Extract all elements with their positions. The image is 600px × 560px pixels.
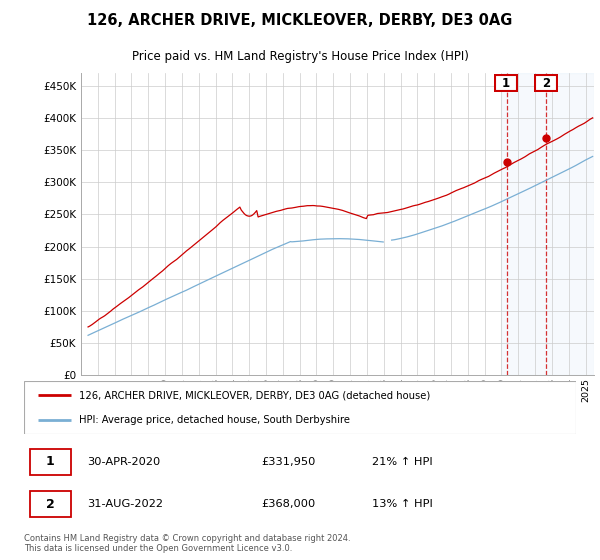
Text: £331,950: £331,950 <box>262 457 316 466</box>
FancyBboxPatch shape <box>496 75 517 91</box>
Text: 2: 2 <box>46 498 55 511</box>
FancyBboxPatch shape <box>535 75 557 91</box>
Text: 2: 2 <box>542 77 550 90</box>
Text: £368,000: £368,000 <box>262 500 316 509</box>
Text: 31-AUG-2022: 31-AUG-2022 <box>88 500 163 509</box>
Bar <box>502 73 594 375</box>
Text: 126, ARCHER DRIVE, MICKLEOVER, DERBY, DE3 0AG: 126, ARCHER DRIVE, MICKLEOVER, DERBY, DE… <box>88 13 512 28</box>
Text: 13% ↑ HPI: 13% ↑ HPI <box>372 500 433 509</box>
Text: 30-APR-2020: 30-APR-2020 <box>88 457 161 466</box>
Text: 21% ↑ HPI: 21% ↑ HPI <box>372 457 433 466</box>
FancyBboxPatch shape <box>29 491 71 517</box>
Text: 1: 1 <box>46 455 55 468</box>
FancyBboxPatch shape <box>29 449 71 475</box>
Text: HPI: Average price, detached house, South Derbyshire: HPI: Average price, detached house, Sout… <box>79 414 350 424</box>
Text: 126, ARCHER DRIVE, MICKLEOVER, DERBY, DE3 0AG (detached house): 126, ARCHER DRIVE, MICKLEOVER, DERBY, DE… <box>79 390 430 400</box>
FancyBboxPatch shape <box>24 381 576 434</box>
Text: Price paid vs. HM Land Registry's House Price Index (HPI): Price paid vs. HM Land Registry's House … <box>131 50 469 63</box>
Text: 1: 1 <box>502 77 510 90</box>
Text: Contains HM Land Registry data © Crown copyright and database right 2024.
This d: Contains HM Land Registry data © Crown c… <box>24 534 350 553</box>
